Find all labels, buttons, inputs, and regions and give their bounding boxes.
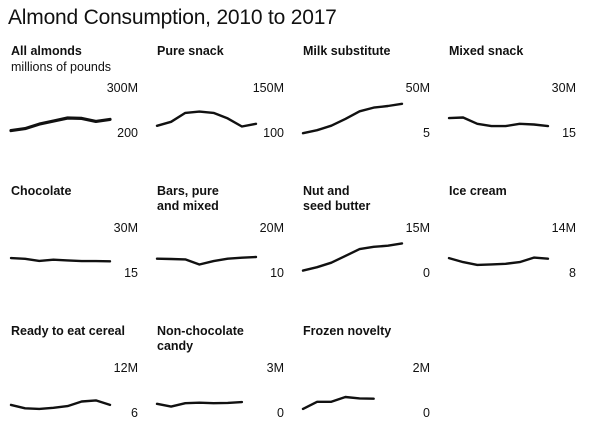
series-line — [155, 255, 258, 266]
y-max-label: 150M — [252, 81, 284, 95]
sparkline-plot — [9, 256, 112, 263]
panel-chocolate: Chocolate 30M 15 — [8, 184, 138, 296]
y-min-label: 8 — [569, 266, 576, 280]
panel-title: Pure snack — [157, 44, 224, 58]
sparkline-plot — [301, 395, 375, 411]
panel-ice-cream: Ice cream 14M 8 — [446, 184, 576, 296]
panel-title: Nut and seed butter — [303, 184, 371, 213]
panel-subtitle: millions of pounds — [11, 60, 112, 74]
series-line — [301, 242, 404, 272]
sparkline-plot — [155, 255, 258, 266]
y-max-label: 300M — [106, 81, 138, 95]
panel-bars-pure-and-mixed: Bars, pure and mixed 20M 10 — [154, 184, 284, 296]
y-max-label: 30M — [113, 221, 138, 235]
panel-title: Mixed snack — [449, 44, 524, 58]
panel-title: Ice cream — [449, 184, 507, 198]
series-line — [9, 256, 112, 263]
panel-ready-to-eat-cereal: Ready to eat cereal 12M 6 — [8, 324, 138, 436]
sparkline-plot — [301, 102, 404, 135]
sparkline-plot — [301, 242, 404, 272]
panel-pure-snack: Pure snack 150M 100 — [154, 44, 284, 156]
y-min-label: 0 — [423, 266, 430, 280]
y-min-label: 15 — [562, 126, 576, 140]
sparkline-plot — [9, 116, 112, 133]
panel-title: Milk substitute — [303, 44, 391, 58]
series-line — [155, 400, 244, 408]
y-min-label: 100 — [263, 126, 284, 140]
y-max-label: 20M — [259, 221, 284, 235]
sparkline-plot — [447, 116, 550, 128]
sparkline-plot — [9, 399, 112, 411]
y-min-label: 200 — [117, 126, 138, 140]
y-min-label: 0 — [277, 406, 284, 420]
y-max-label: 2M — [412, 361, 430, 375]
panel-frozen-novelty: Frozen novelty 2M 0 — [300, 324, 430, 436]
panel-title: Ready to eat cereal — [11, 324, 125, 338]
sparkline-plot — [447, 256, 550, 267]
y-max-label: 50M — [405, 81, 430, 95]
panel-title: Chocolate — [11, 184, 72, 198]
series-line — [155, 110, 258, 128]
sparkline-plot — [155, 400, 244, 408]
series-line — [9, 399, 112, 411]
panel-non-chocolate-candy: Non-chocolate candy 3M 0 — [154, 324, 284, 436]
panel-title: Frozen novelty — [303, 324, 392, 338]
panel-title: Non-chocolate candy — [157, 324, 244, 353]
y-max-label: 30M — [551, 81, 576, 95]
series-line — [301, 395, 375, 411]
y-max-label: 12M — [113, 361, 138, 375]
series-line — [301, 102, 404, 135]
panel-all-almonds: All almonds millions of pounds 300M 200 — [8, 44, 138, 156]
y-min-label: 10 — [270, 266, 284, 280]
sparkline-plot — [155, 110, 258, 128]
y-min-label: 6 — [131, 406, 138, 420]
panel-mixed-snack: Mixed snack 30M 15 — [446, 44, 576, 156]
panel-title: All almonds — [11, 44, 82, 58]
panel-nut-and-seed-butter: Nut and seed butter 15M 0 — [300, 184, 430, 296]
series-line — [9, 116, 112, 133]
y-max-label: 14M — [551, 221, 576, 235]
series-line — [447, 256, 550, 267]
series-line — [447, 116, 550, 128]
chart-title: Almond Consumption, 2010 to 2017 — [8, 6, 337, 29]
y-max-label: 15M — [405, 221, 430, 235]
y-min-label: 5 — [423, 126, 430, 140]
panel-milk-substitute: Milk substitute 50M 5 — [300, 44, 430, 156]
panel-title: Bars, pure and mixed — [157, 184, 219, 213]
y-min-label: 15 — [124, 266, 138, 280]
y-min-label: 0 — [423, 406, 430, 420]
y-max-label: 3M — [266, 361, 284, 375]
